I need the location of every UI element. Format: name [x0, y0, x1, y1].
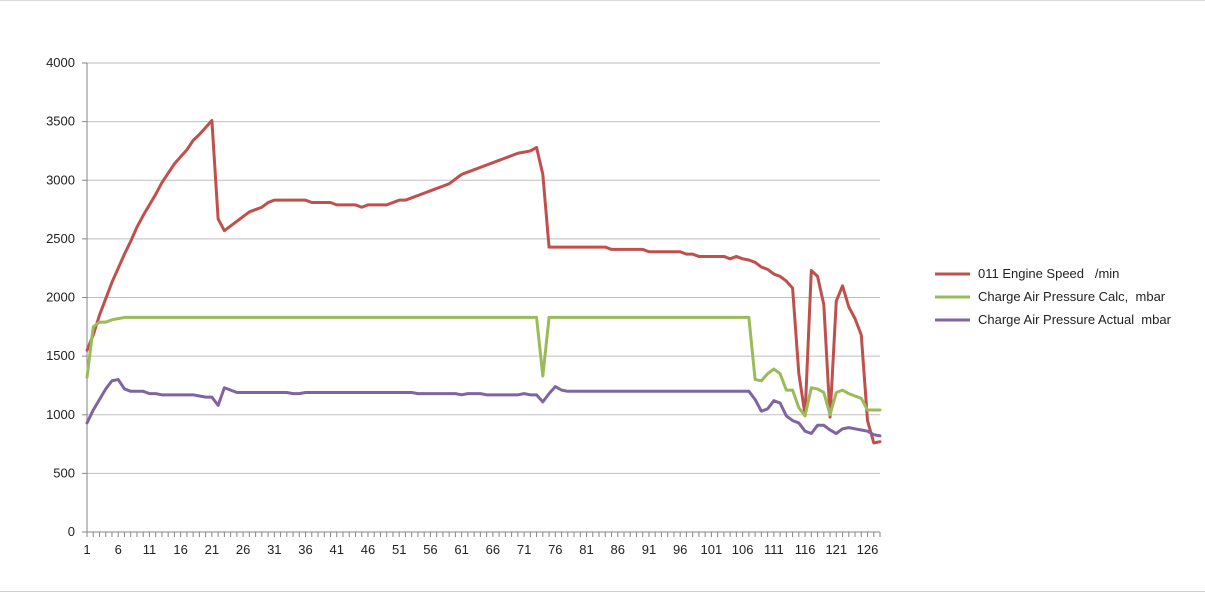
- x-tick-label: 1: [83, 542, 90, 557]
- x-tick-label: 101: [701, 542, 723, 557]
- x-tick-label: 21: [205, 542, 219, 557]
- x-tick-label: 51: [392, 542, 406, 557]
- x-tick-label: 41: [330, 542, 344, 557]
- x-tick-label: 66: [486, 542, 500, 557]
- legend: 011 Engine Speed /min Charge Air Pressure…: [935, 266, 1172, 327]
- x-tick-label: 56: [423, 542, 437, 557]
- y-tick-label: 2000: [46, 290, 75, 305]
- x-tick-label: 36: [298, 542, 312, 557]
- x-tick-label: 106: [732, 542, 754, 557]
- x-tick-label: 91: [642, 542, 656, 557]
- x-tick-label: 46: [361, 542, 375, 557]
- x-tick-label: 76: [548, 542, 562, 557]
- x-tick-label: 61: [454, 542, 468, 557]
- legend-label-2: Charge Air Pressure Calc, mbar: [978, 289, 1166, 304]
- x-tick-label: 126: [857, 542, 879, 557]
- series-lines: [85, 118, 882, 445]
- x-tick-label: 31: [267, 542, 281, 557]
- y-tick-label: 500: [53, 465, 75, 480]
- x-tick-label: 86: [611, 542, 625, 557]
- legend-label-1: 011 Engine Speed /min: [978, 266, 1119, 281]
- x-tick-label: 16: [173, 542, 187, 557]
- x-tick-label: 111: [764, 542, 784, 557]
- y-tick-label: 1500: [46, 348, 75, 363]
- x-tick-label: 26: [236, 542, 250, 557]
- gridlines: [87, 62, 880, 474]
- y-tick-label: 2500: [46, 231, 75, 246]
- bottom-divider: [0, 591, 1205, 597]
- y-tick-label: 1000: [46, 407, 75, 422]
- y-tick-label: 4000: [46, 55, 75, 70]
- y-tick-label: 0: [68, 524, 75, 539]
- x-tick-label: 71: [517, 542, 531, 557]
- x-tick-label: 96: [673, 542, 687, 557]
- series-line-2: [85, 315, 882, 418]
- x-tick-label: 81: [579, 542, 593, 557]
- x-tick-label: 6: [115, 542, 122, 557]
- series-line-3: [85, 378, 882, 438]
- y-tick-label: 3500: [46, 114, 75, 129]
- legend-label-3: Charge Air Pressure Actual mbar: [978, 312, 1172, 327]
- series-line-1: [85, 118, 882, 445]
- y-tick-label: 3000: [46, 172, 75, 187]
- x-tick-label: 116: [795, 542, 816, 557]
- x-tick-label: 11: [143, 542, 157, 557]
- x-tick-label: 121: [825, 542, 847, 557]
